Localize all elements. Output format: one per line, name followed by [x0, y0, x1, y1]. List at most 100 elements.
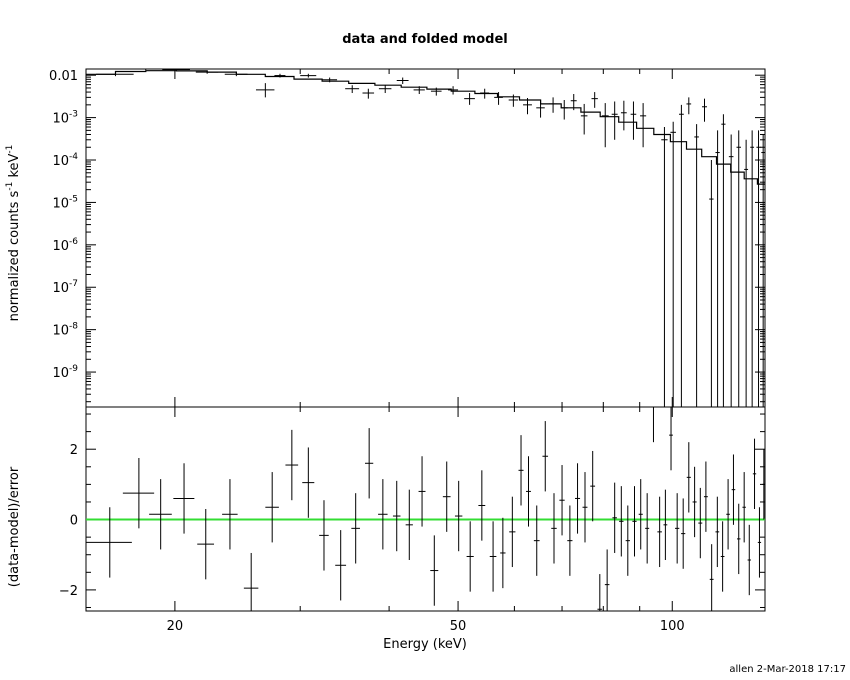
- data-point: [523, 97, 532, 115]
- residual-point: [720, 521, 725, 592]
- y-tick-label: −2: [59, 584, 78, 599]
- residual-point: [715, 496, 720, 568]
- data-point: [701, 98, 708, 122]
- bottom-panel: 20 50 100 −2 0 2: [59, 406, 766, 634]
- x-axis-label: Energy (keV): [383, 637, 467, 652]
- data-point: [536, 100, 545, 118]
- data-point: [728, 134, 734, 407]
- data-point: [678, 104, 684, 407]
- data-point: [464, 93, 475, 105]
- residual-point: [454, 480, 463, 552]
- residual-point: [575, 463, 581, 534]
- data-point: [736, 130, 741, 407]
- data-point: [761, 134, 765, 407]
- residual-point: [757, 507, 762, 578]
- residual-point: [526, 456, 531, 527]
- residual-point: [703, 461, 708, 532]
- y-tick-label: 0.01: [49, 69, 78, 84]
- residual-point: [645, 493, 650, 564]
- y-tick-label: 10-8: [52, 322, 78, 339]
- residual-point: [222, 479, 238, 550]
- data-point: [744, 139, 749, 407]
- data-point: [274, 73, 286, 78]
- residual-point: [675, 493, 680, 564]
- data-point: [750, 130, 755, 407]
- bottom-plot-frame: [85, 406, 766, 612]
- residual-point: [86, 507, 132, 578]
- residual-point: [692, 466, 697, 538]
- data-point: [430, 87, 442, 96]
- data-point: [362, 88, 375, 99]
- residual-point: [582, 472, 588, 543]
- residual-point: [378, 479, 388, 550]
- residual-point: [302, 447, 315, 518]
- residual-point: [319, 500, 329, 571]
- data-point: [133, 69, 158, 71]
- residual-point: [243, 552, 259, 611]
- y-tick-label: 10-6: [52, 237, 78, 254]
- residual-point: [681, 498, 686, 569]
- residual-point: [533, 505, 540, 576]
- data-point: [670, 121, 676, 407]
- footer-timestamp: allen 2-Mar-2018 17:17: [729, 664, 846, 675]
- residual-point: [551, 493, 557, 564]
- residual-point: [747, 524, 751, 596]
- data-point: [620, 100, 627, 131]
- data-point: [580, 103, 588, 135]
- data-point: [413, 86, 425, 95]
- residual-point: [731, 454, 736, 525]
- residual-point: [619, 486, 624, 557]
- data-point: [601, 103, 609, 148]
- residual-point: [418, 456, 426, 527]
- residual-point: [726, 479, 730, 550]
- residual-point: [335, 530, 347, 601]
- y-tick-label: 10-3: [52, 110, 78, 127]
- residual-point: [709, 544, 714, 611]
- residual-point: [265, 472, 279, 543]
- residual-point: [657, 496, 662, 568]
- data-point: [494, 92, 503, 105]
- residual-point: [742, 472, 746, 543]
- data-point: [560, 100, 568, 120]
- data-point: [630, 101, 637, 140]
- data-point: [686, 97, 692, 115]
- residual-point: [752, 438, 757, 509]
- residual-point: [604, 549, 610, 611]
- data-point: [378, 85, 392, 94]
- residual-point: [518, 435, 524, 506]
- residual-point: [638, 479, 643, 550]
- data-point: [756, 130, 761, 407]
- chart-title: data and folded model: [342, 32, 508, 47]
- residual-point: [509, 496, 516, 568]
- data-point: [322, 77, 338, 83]
- data-point: [96, 72, 134, 77]
- residual-point: [489, 521, 497, 592]
- residual-point: [466, 521, 474, 592]
- residual-point: [625, 505, 630, 576]
- top-panel: 10-9 10-8 10-7 10-6 10-5 10-4 10-3 0.01: [49, 68, 766, 408]
- residual-point: [698, 487, 703, 559]
- residual-point: [736, 503, 741, 575]
- data-point: [300, 73, 317, 78]
- residual-point: [430, 535, 439, 606]
- residual-point: [590, 450, 596, 522]
- residual-point: [173, 463, 195, 534]
- y-tick-label: 10-5: [52, 194, 78, 211]
- residual-point: [365, 428, 374, 499]
- residual-point: [762, 449, 765, 520]
- top-y-axis-label: normalized counts s-1 keV-1: [5, 145, 22, 322]
- bottom-y-axis-label: (data-model)/error: [7, 466, 22, 587]
- data-point: [661, 127, 668, 407]
- residual-point: [686, 442, 691, 513]
- data-point: [480, 88, 490, 99]
- y-tick-label: 2: [70, 443, 78, 458]
- residual-point: [405, 489, 413, 560]
- model-step-line: [86, 70, 765, 185]
- residual-point: [567, 505, 573, 576]
- residual-point: [669, 407, 673, 471]
- residual-point: [559, 465, 565, 536]
- data-point: [611, 101, 618, 140]
- residual-point: [149, 479, 172, 550]
- data-point: [224, 72, 248, 77]
